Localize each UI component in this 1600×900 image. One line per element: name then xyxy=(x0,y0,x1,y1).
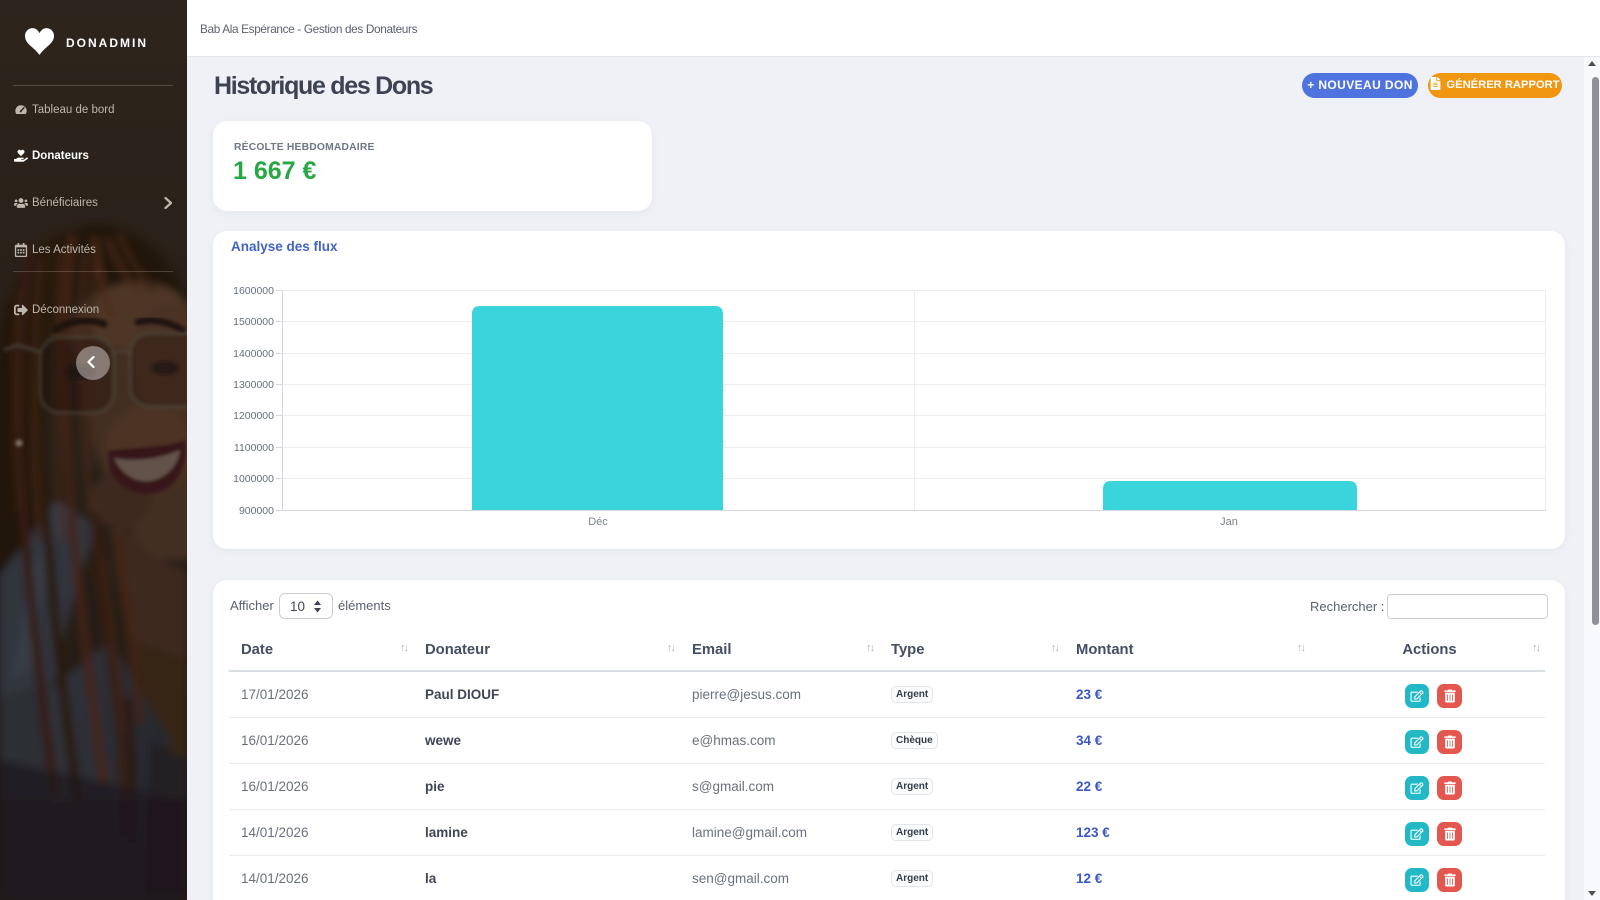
svg-text:1000000: 1000000 xyxy=(233,473,274,485)
svg-text:1300000: 1300000 xyxy=(233,379,274,391)
svg-text:900000: 900000 xyxy=(239,505,274,517)
svg-text:1400000: 1400000 xyxy=(233,348,274,360)
svg-text:Déc: Déc xyxy=(588,516,608,528)
svg-text:1500000: 1500000 xyxy=(233,316,274,328)
svg-text:Jan: Jan xyxy=(1220,516,1238,528)
svg-text:1100000: 1100000 xyxy=(234,442,274,454)
svg-text:1600000: 1600000 xyxy=(233,285,274,297)
svg-text:1200000: 1200000 xyxy=(233,410,274,422)
